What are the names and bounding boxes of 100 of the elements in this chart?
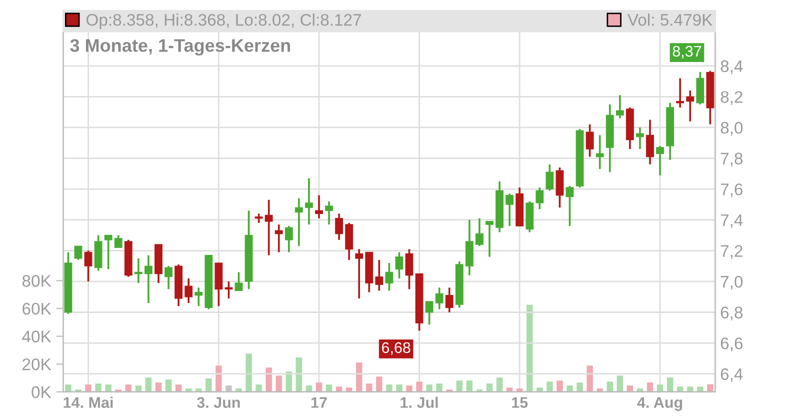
bar [596,388,603,392]
bar [496,378,503,392]
bar [175,384,182,392]
bar [246,354,252,392]
bar [125,384,132,392]
candlestick [184,277,193,304]
bar [697,386,704,392]
bar [426,384,432,392]
bar [95,384,102,392]
candlestick [274,224,283,254]
annotation: 6,68 [382,342,410,355]
y-tick-label: 40K [22,330,52,342]
candlestick [405,248,414,290]
bar [506,388,513,392]
bar [256,384,262,392]
candlestick [325,200,333,226]
bar [65,384,72,392]
candlestick [335,212,344,241]
candlestick [254,212,263,224]
y2-tick-label: 7,2 [720,245,742,259]
candlestick [646,118,654,166]
y-tick-label: 80K [22,275,52,287]
bar [396,384,402,392]
bar [707,384,714,392]
candlestick [134,257,142,284]
candlestick [114,234,122,248]
bar [546,382,553,392]
text: 3 Monate, 1-Tages-Kerzen [70,39,290,56]
legend-label: Vol: 5.479K [628,14,713,26]
candlestick [546,164,554,192]
x-tick-label: 3. Jun [196,397,240,408]
y2-tick-label: 6,6 [720,337,742,352]
bar [626,385,634,392]
candlestick [476,217,484,247]
bar [206,378,212,392]
bar [666,378,674,392]
x-tick-label: 4. Aug [637,397,682,411]
bar [386,384,392,392]
x-tick-label: 17 [311,397,327,408]
candlestick [425,300,434,326]
bar [526,304,533,392]
bar [85,384,92,392]
candlestick [445,286,454,314]
bar [356,362,362,392]
candlestick [395,251,404,280]
bar [266,368,272,392]
candlestick [596,134,604,170]
candlestick [566,185,574,227]
x-tick-label: 1. Jul [400,396,438,408]
candlestick [636,126,644,150]
candlestick [84,250,92,282]
bar [566,385,573,392]
y2-tick-label: 7,0 [720,276,743,290]
candlestick [284,225,293,254]
bar [376,376,382,392]
bar [646,382,654,392]
annotation: 8,37 [672,46,702,58]
bar [586,366,593,392]
bar [326,384,332,392]
candlestick [104,234,112,270]
candlestick [486,220,494,258]
bar [456,380,463,392]
bar [687,386,694,392]
bar [436,384,442,392]
candlestick [375,258,384,292]
candlestick [304,177,313,226]
x-tick-label: 14. Mai [64,396,113,408]
y-tick-label: 60K [22,302,52,315]
y2-tick-label: 8,4 [720,60,743,74]
bar [306,385,312,392]
bar [346,388,352,392]
bar [536,388,543,392]
bar [366,384,372,392]
y2-tick-label: 8,0 [720,122,743,136]
bar [416,382,422,392]
y-tick-label: 0K [32,386,52,398]
candlestick [224,280,233,300]
candlestick [536,186,544,210]
candlestick [435,286,444,310]
candlestick [144,254,152,304]
bar [145,378,152,392]
y2-tick-label: 8,2 [720,91,742,105]
candlestick [234,271,243,292]
candlestick [656,145,664,176]
bar [466,380,473,392]
candlestick [74,245,82,261]
y2-tick-label: 7,6 [720,183,742,198]
bar [336,386,342,392]
candlestick [315,194,323,220]
bar [236,388,242,392]
candlestick [676,77,684,108]
bar [105,384,112,392]
bar [135,385,142,392]
bar [576,382,583,392]
candlestick [264,198,273,256]
y2-tick-label: 7,8 [720,152,743,166]
candlestick [385,262,394,292]
bar [276,376,282,392]
bar [656,384,664,392]
y-tick-label: 20K [22,358,52,370]
